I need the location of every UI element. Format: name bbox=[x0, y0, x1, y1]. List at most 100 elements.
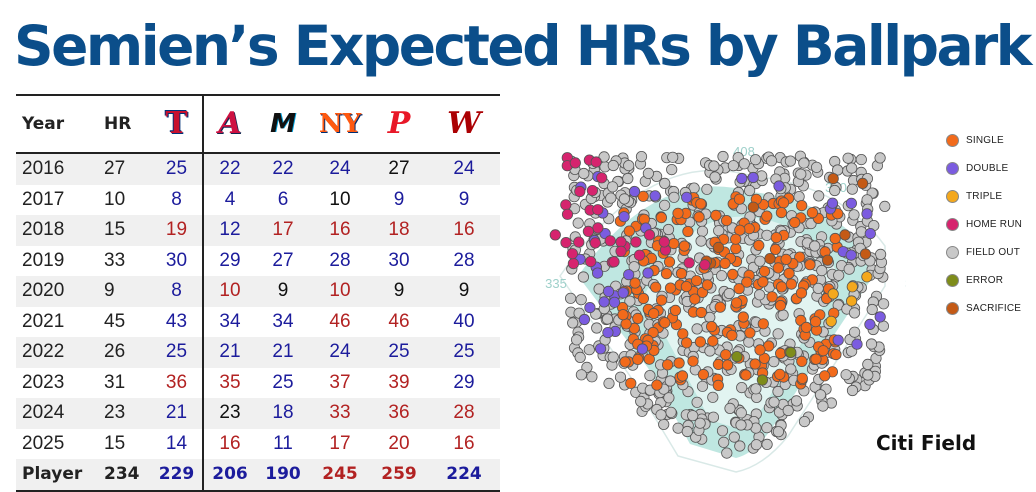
hit-point bbox=[749, 154, 762, 166]
hit-point bbox=[694, 417, 706, 429]
hit-point bbox=[845, 249, 857, 261]
hit-point bbox=[724, 402, 736, 414]
hit-point bbox=[655, 409, 667, 421]
hit-point bbox=[735, 419, 747, 431]
legend-dot-icon bbox=[946, 301, 959, 315]
xhr-cell-wsh: 28 bbox=[453, 249, 475, 271]
hit-point bbox=[814, 389, 827, 401]
hit-point bbox=[642, 267, 654, 279]
spray-chart: 335330408370 bbox=[540, 136, 906, 476]
hit-point bbox=[625, 377, 637, 389]
hit-point bbox=[699, 259, 711, 271]
hit-point bbox=[733, 283, 745, 295]
hit-point bbox=[720, 349, 732, 361]
hr-cell: 31 bbox=[104, 371, 126, 393]
hit-point bbox=[877, 298, 890, 310]
hr-cell: 45 bbox=[104, 310, 126, 332]
nationals-logo-icon: W bbox=[447, 106, 481, 141]
xhr-cell-tex: 43 bbox=[151, 306, 204, 337]
hit-point bbox=[629, 277, 641, 289]
hit-point bbox=[586, 371, 598, 383]
hit-point bbox=[809, 316, 822, 328]
hit-point bbox=[731, 351, 743, 363]
hit-point bbox=[578, 313, 591, 326]
hit-point bbox=[848, 209, 860, 221]
hit-point bbox=[561, 208, 574, 220]
hit-point bbox=[782, 404, 794, 417]
hit-point bbox=[778, 197, 790, 209]
hit-point bbox=[733, 193, 746, 205]
hit-point bbox=[586, 184, 599, 197]
hit-point bbox=[736, 172, 748, 185]
hit-point bbox=[608, 296, 621, 308]
xhr-cell-phi: 30 bbox=[388, 249, 410, 271]
hit-point bbox=[598, 151, 610, 163]
hit-point bbox=[780, 253, 792, 266]
hit-point bbox=[658, 418, 670, 430]
table-row: 2024 23 21 23 18 33 36 28 bbox=[16, 398, 500, 429]
hit-point bbox=[603, 377, 615, 389]
hit-point bbox=[632, 353, 644, 365]
hit-point bbox=[738, 158, 750, 170]
hit-point bbox=[713, 225, 725, 237]
hit-point bbox=[785, 278, 797, 290]
table-row: 2023 31 36 35 25 37 39 29 bbox=[16, 367, 500, 398]
hit-point bbox=[637, 190, 649, 202]
hit-point bbox=[655, 212, 668, 224]
hit-point bbox=[602, 285, 615, 297]
wall-distance-label: 330 bbox=[905, 276, 906, 291]
hit-point bbox=[619, 356, 631, 368]
hit-point bbox=[757, 318, 769, 330]
year-cell: 2021 bbox=[22, 310, 65, 332]
year-cell: 2017 bbox=[22, 188, 65, 210]
hit-point bbox=[708, 160, 720, 172]
header-nym: NY bbox=[310, 94, 370, 154]
hit-point bbox=[570, 334, 583, 346]
hit-point bbox=[754, 344, 766, 356]
xhr-cell-mia: 25 bbox=[272, 371, 294, 393]
hit-point bbox=[825, 315, 837, 327]
hit-point bbox=[633, 249, 646, 261]
hit-point bbox=[693, 211, 705, 223]
hit-point bbox=[618, 193, 631, 205]
hit-point bbox=[768, 356, 780, 368]
hit-point bbox=[647, 326, 659, 339]
table-row: 2020 9 8 10 9 10 9 9 bbox=[16, 276, 500, 307]
hit-point bbox=[678, 240, 690, 252]
hit-point bbox=[632, 312, 644, 324]
legend-label: FIELD OUT bbox=[966, 246, 1021, 258]
hit-point bbox=[649, 190, 661, 202]
legend-dot-icon bbox=[946, 133, 959, 147]
hit-point bbox=[846, 281, 858, 293]
year-cell: 2022 bbox=[16, 337, 96, 368]
hit-point bbox=[827, 172, 839, 185]
legend-label: ERROR bbox=[966, 274, 1004, 286]
hit-point bbox=[856, 177, 869, 190]
hit-point bbox=[578, 167, 590, 180]
hit-point bbox=[846, 162, 858, 174]
xhr-cell-wsh: 28 bbox=[428, 398, 500, 429]
xhr-cell-mia: 22 bbox=[256, 153, 310, 185]
hit-point bbox=[861, 194, 873, 206]
hit-point bbox=[750, 439, 762, 451]
hit-point bbox=[696, 225, 709, 237]
xhr-cell-nym: 17 bbox=[329, 432, 351, 454]
hit-point bbox=[747, 201, 759, 213]
hit-point bbox=[549, 229, 561, 241]
xhr-cell-tex: 25 bbox=[151, 337, 204, 368]
hit-point bbox=[761, 229, 773, 241]
expected-hr-table: Year HR T A M NY P W 2016 27 25 22 22 24 27 24 2… bbox=[16, 94, 500, 492]
hit-point bbox=[754, 255, 766, 267]
hit-point bbox=[722, 359, 734, 371]
hit-point bbox=[821, 254, 834, 266]
header-wsh: W bbox=[428, 94, 500, 154]
hit-point bbox=[712, 241, 725, 254]
xhr-cell-tex: 30 bbox=[151, 245, 204, 276]
hit-point bbox=[734, 440, 746, 452]
legend-dot-icon bbox=[946, 161, 959, 175]
legend-item: TRIPLE bbox=[946, 182, 1030, 210]
hit-point bbox=[833, 269, 845, 281]
hit-point bbox=[790, 395, 803, 407]
hit-point bbox=[687, 410, 699, 422]
hit-point bbox=[712, 379, 724, 391]
